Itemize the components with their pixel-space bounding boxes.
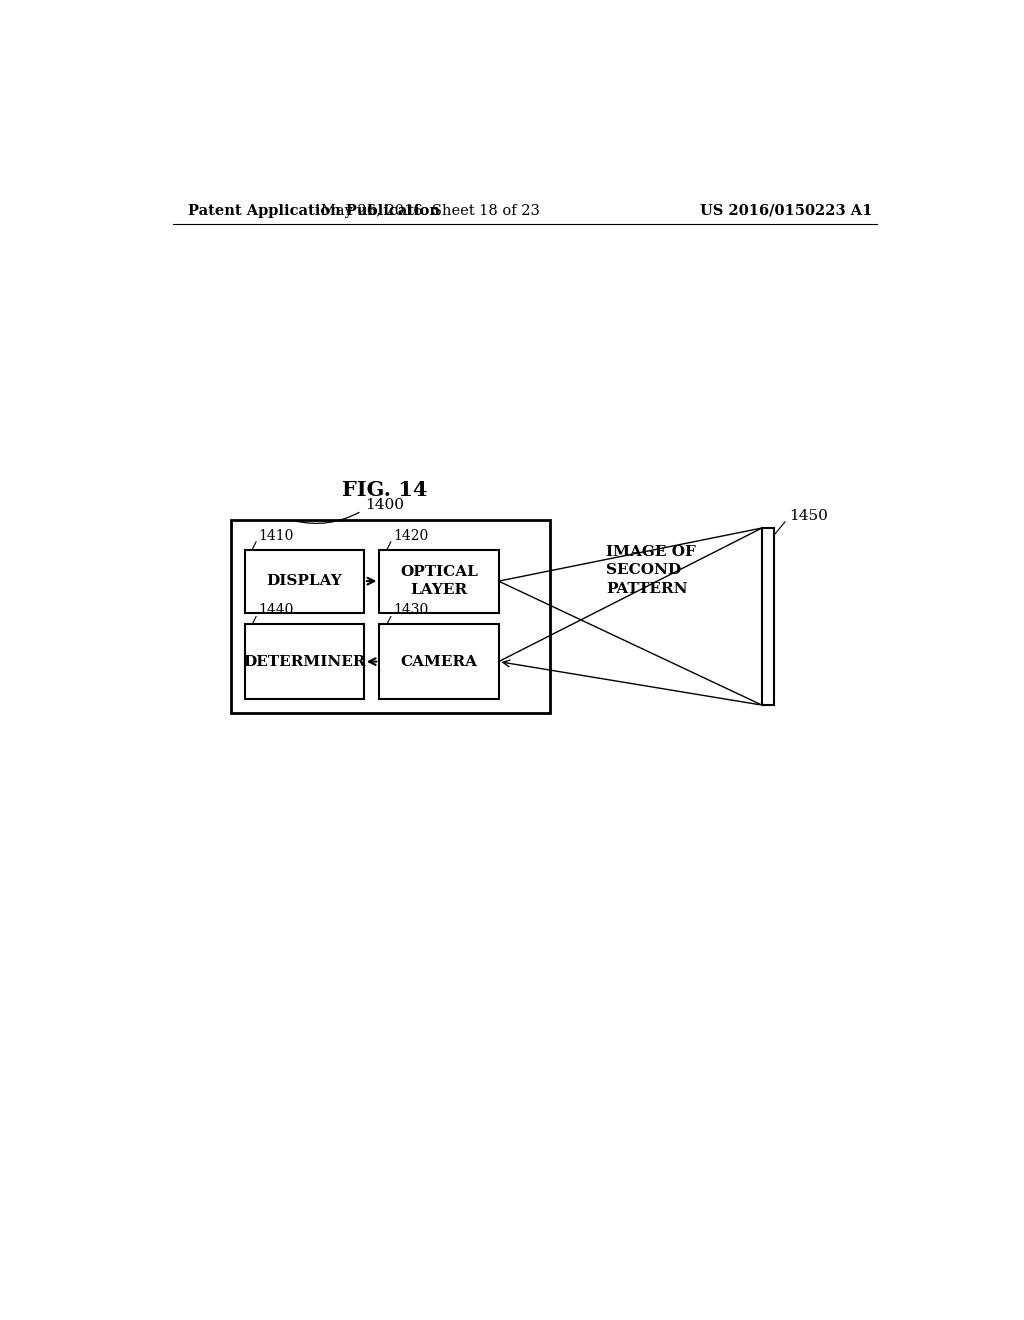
Text: IMAGE OF
SECOND
PATTERN: IMAGE OF SECOND PATTERN bbox=[606, 545, 696, 595]
Text: OPTICAL
LAYER: OPTICAL LAYER bbox=[400, 565, 478, 598]
Text: FIG. 14: FIG. 14 bbox=[342, 479, 427, 499]
Text: 1440: 1440 bbox=[258, 603, 294, 618]
Bar bbox=[379, 549, 499, 612]
Bar bbox=[245, 624, 364, 700]
Text: 1450: 1450 bbox=[788, 510, 827, 524]
Text: 1420: 1420 bbox=[393, 529, 428, 543]
Bar bbox=[245, 549, 364, 612]
Text: 1410: 1410 bbox=[258, 529, 294, 543]
Text: DISPLAY: DISPLAY bbox=[266, 574, 342, 589]
Text: CAMERA: CAMERA bbox=[400, 655, 477, 669]
Text: 1430: 1430 bbox=[393, 603, 428, 618]
Bar bbox=[762, 528, 773, 705]
Text: DETERMINER: DETERMINER bbox=[243, 655, 366, 669]
Text: US 2016/0150223 A1: US 2016/0150223 A1 bbox=[700, 203, 872, 218]
Bar bbox=[230, 520, 550, 713]
Text: Patent Application Publication: Patent Application Publication bbox=[188, 203, 440, 218]
Text: 1400: 1400 bbox=[366, 498, 404, 512]
Text: May 26, 2016  Sheet 18 of 23: May 26, 2016 Sheet 18 of 23 bbox=[322, 203, 541, 218]
Bar bbox=[379, 624, 499, 700]
